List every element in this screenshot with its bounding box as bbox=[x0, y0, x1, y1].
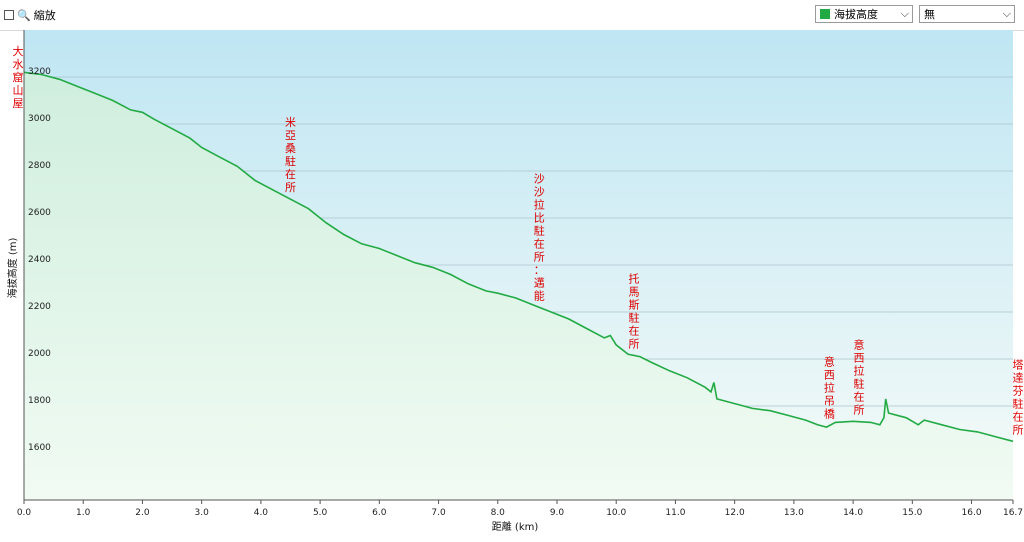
x-tick-label: 10.0 bbox=[606, 508, 626, 518]
y-tick-label: 3200 bbox=[28, 67, 51, 77]
y-tick-label: 2200 bbox=[28, 302, 51, 312]
compare-select[interactable]: 無 ⌵ bbox=[919, 5, 1015, 23]
y-tick-label: 3000 bbox=[28, 114, 51, 124]
elevation-chart: 0.0 1.0 2.0 3.0 4.0 5.0 6.0 7.0 8.0 9.0 10.0 11.0 12… bbox=[6, 30, 1024, 533]
y-tick-label: 2800 bbox=[28, 161, 51, 171]
waypoint-label: 大水窟山屋 bbox=[13, 44, 24, 110]
y-tick-label: 1800 bbox=[28, 396, 51, 406]
x-tick-label: 1.0 bbox=[76, 508, 91, 518]
x-tick-label: 11.0 bbox=[665, 508, 685, 518]
x-tick-label: 15.0 bbox=[902, 508, 922, 518]
waypoint-label: 托馬斯駐在所 bbox=[628, 271, 639, 350]
zoom-control[interactable]: 🔍 縮放 bbox=[4, 7, 56, 23]
x-tick-label: 5.0 bbox=[313, 508, 328, 518]
waypoint-label: 意西拉吊橋 bbox=[824, 355, 835, 421]
magnifier-icon: 🔍 bbox=[17, 8, 31, 22]
y-axis-label: 海拔高度 (m) bbox=[6, 238, 19, 299]
x-tick-label: 0.0 bbox=[17, 508, 32, 518]
waypoint-label: 沙沙拉比駐在所：邁能 bbox=[534, 172, 545, 302]
series-color-swatch bbox=[820, 9, 830, 19]
chevron-down-icon: ⌵ bbox=[900, 7, 909, 20]
x-tick-label: 2.0 bbox=[135, 508, 150, 518]
zoom-checkbox[interactable] bbox=[4, 10, 14, 20]
x-axis-label: 距離 (km) bbox=[492, 520, 539, 533]
x-tick-label: 3.0 bbox=[195, 508, 210, 518]
x-tick-label: 16.7 bbox=[1003, 508, 1023, 518]
x-tick-label: 6.0 bbox=[372, 508, 387, 518]
x-tick-label: 7.0 bbox=[431, 508, 446, 518]
toolbar: 🔍 縮放 海拔高度 ⌵ 無 ⌵ bbox=[0, 0, 1024, 31]
zoom-label: 縮放 bbox=[33, 9, 56, 22]
chevron-down-icon: ⌵ bbox=[1002, 7, 1011, 20]
x-tick-label: 16.0 bbox=[962, 508, 982, 518]
elevation-area bbox=[24, 72, 1013, 501]
x-tick-label: 4.0 bbox=[254, 508, 269, 518]
compare-select-value: 無 bbox=[924, 8, 935, 21]
y-tick-label: 2400 bbox=[28, 255, 51, 265]
series-select-value: 海拔高度 bbox=[834, 8, 878, 21]
y-tick-label: 1600 bbox=[28, 443, 51, 453]
x-tick-label: 9.0 bbox=[550, 508, 565, 518]
x-tick-label: 12.0 bbox=[725, 508, 745, 518]
waypoint-label: 塔達芬駐在所 bbox=[1013, 358, 1024, 436]
elevation-line bbox=[23, 71, 1014, 443]
x-tick-label: 8.0 bbox=[491, 508, 506, 518]
waypoint-label: 米亞桑駐在所 bbox=[285, 116, 296, 194]
x-tick-label: 14.0 bbox=[843, 508, 863, 518]
waypoint-label: 意西拉駐在所 bbox=[854, 338, 865, 417]
x-tick-label: 13.0 bbox=[784, 508, 804, 518]
y-tick-label: 2600 bbox=[28, 208, 51, 218]
series-select[interactable]: 海拔高度 ⌵ bbox=[815, 5, 913, 23]
y-tick-label: 2000 bbox=[28, 349, 51, 359]
